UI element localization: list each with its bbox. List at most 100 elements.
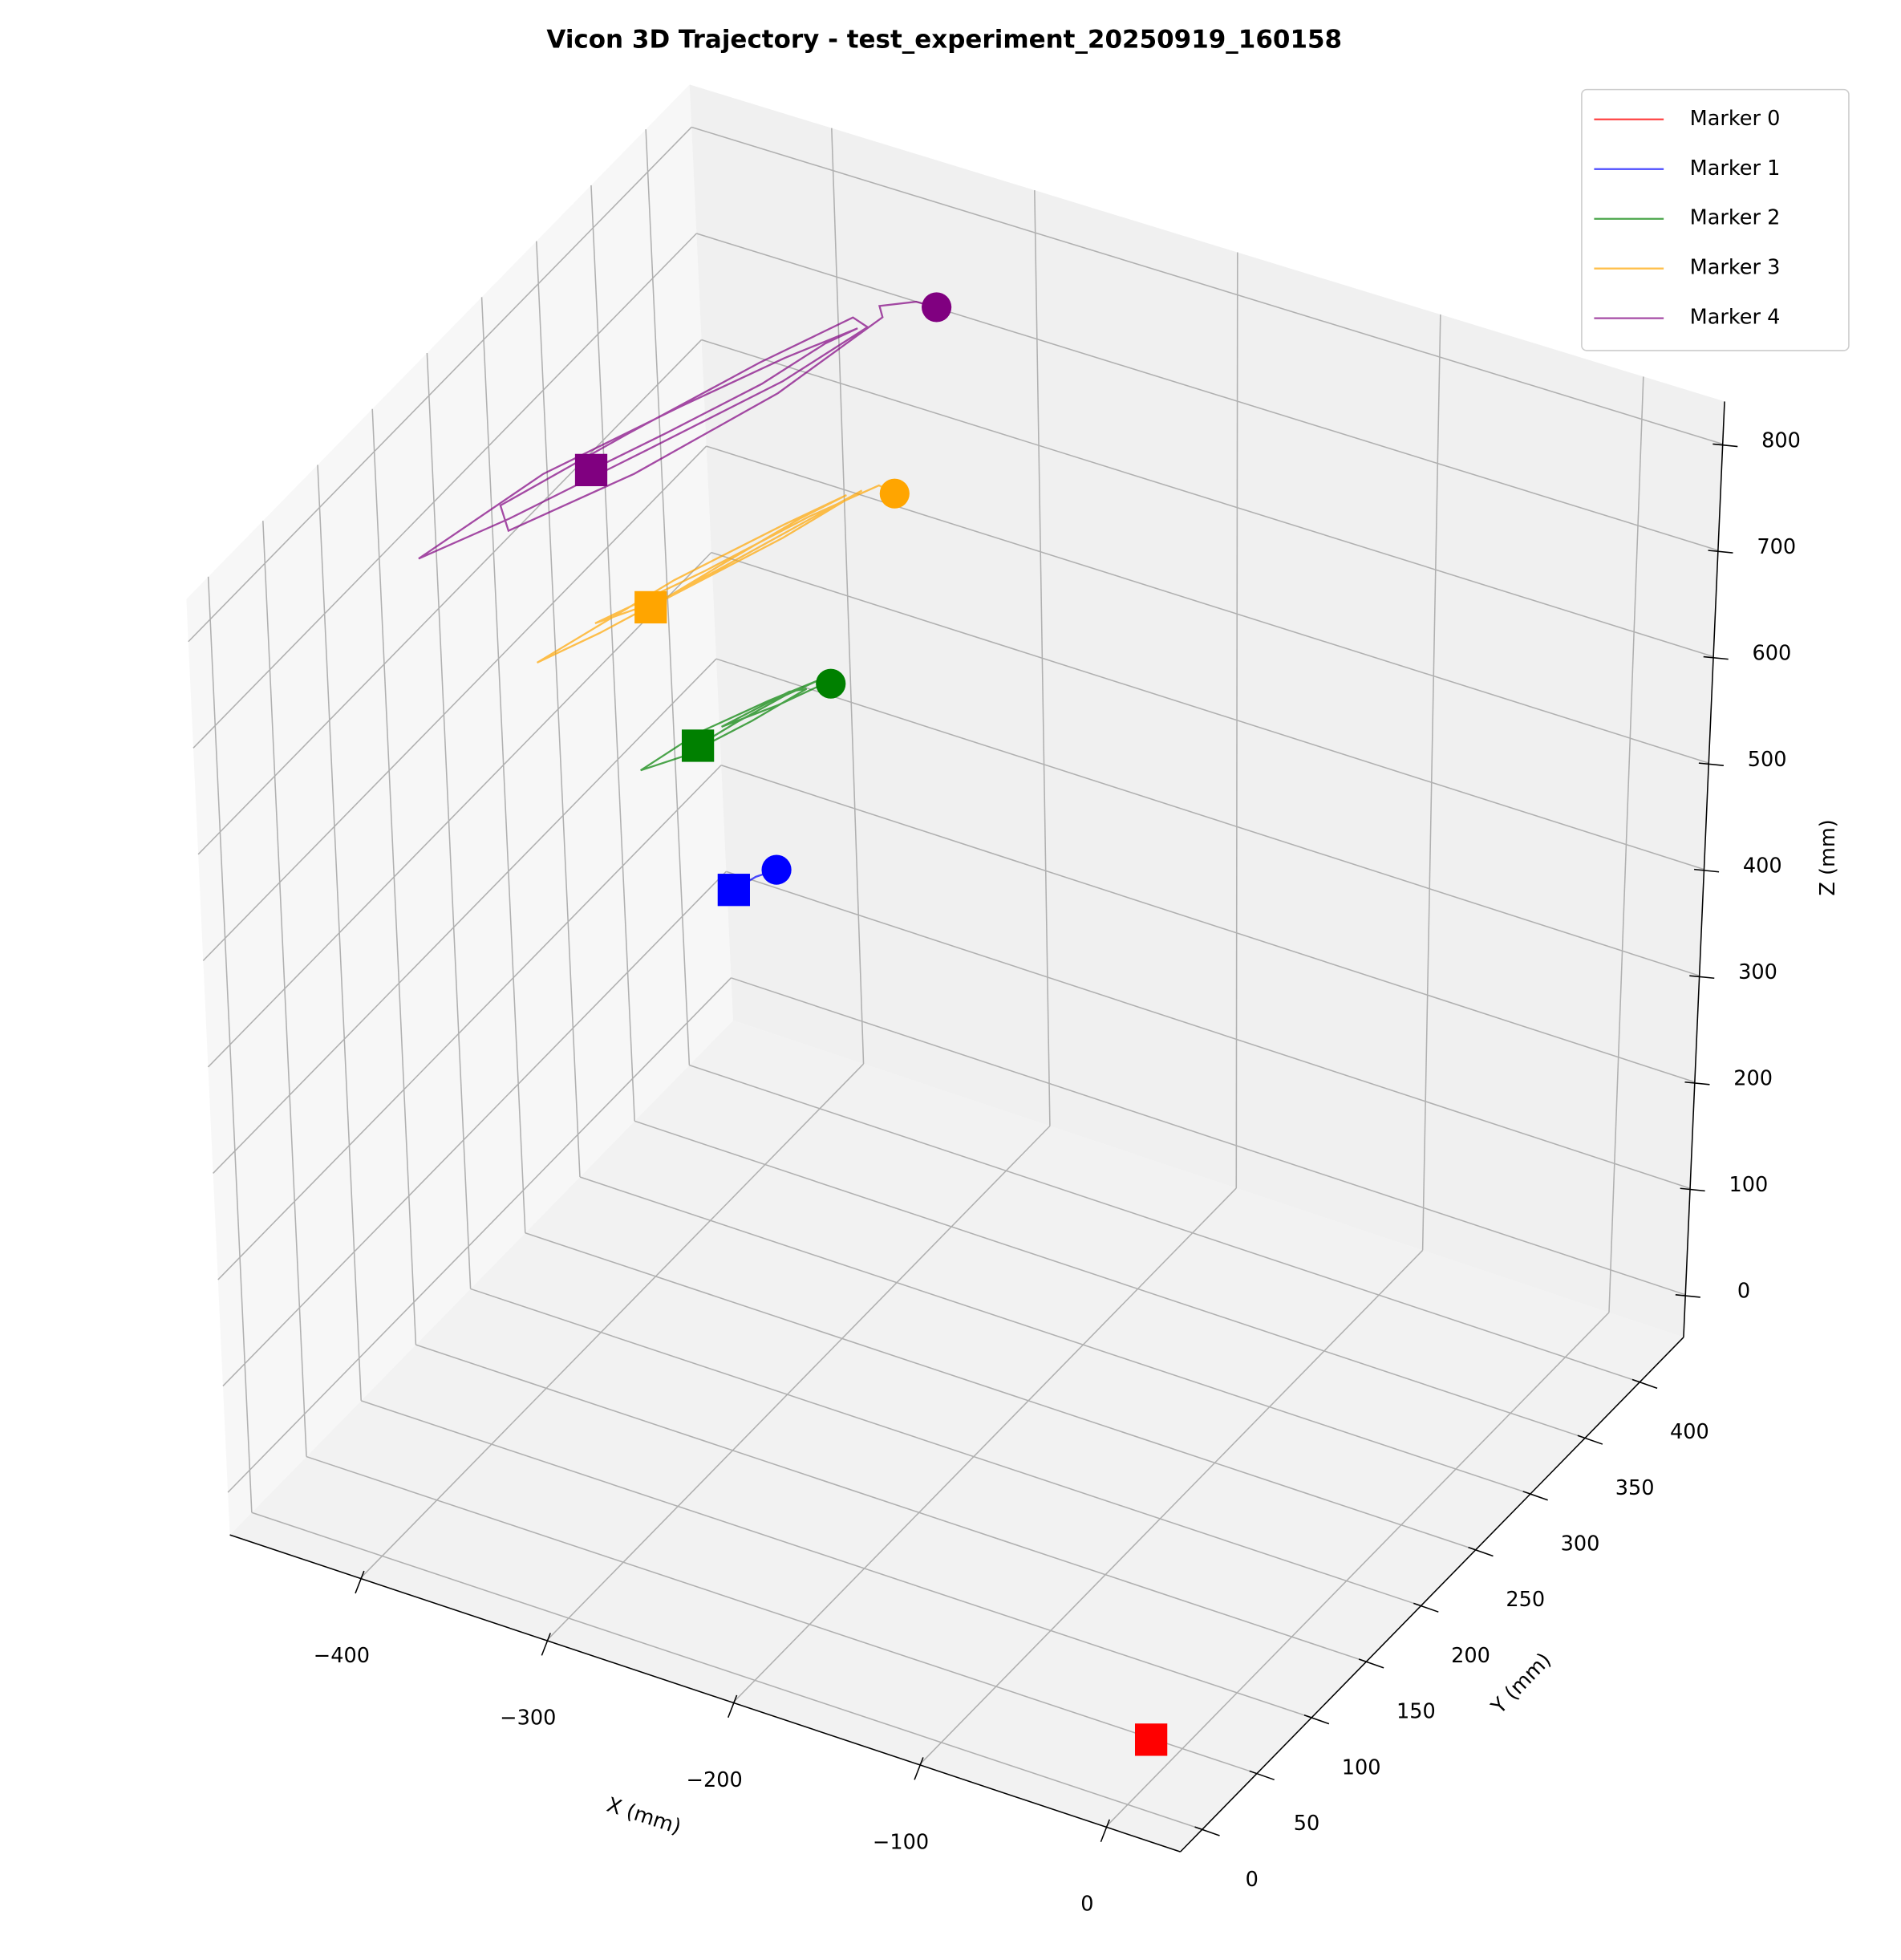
legend-box	[1581, 88, 1850, 351]
y-tick	[1303, 1714, 1330, 1725]
z-tick-label: 100	[1729, 1173, 1768, 1197]
z-tick	[1684, 1081, 1710, 1086]
x-tick-label: −300	[500, 1706, 556, 1730]
y-axis-line	[1180, 1337, 1684, 1852]
grid-line	[634, 1120, 1586, 1439]
grid-line	[197, 339, 703, 855]
z-tick-label: 0	[1737, 1280, 1750, 1304]
floor-pane	[229, 1020, 1684, 1852]
y-tick	[1413, 1602, 1439, 1613]
grid-line	[1105, 1312, 1610, 1828]
grid-line	[691, 126, 1723, 445]
trajectory	[536, 484, 895, 663]
grid-line	[227, 977, 732, 1493]
x-tick-label: 0	[1080, 1893, 1093, 1917]
z-tick-label: 700	[1757, 535, 1796, 559]
grid	[188, 126, 1723, 1830]
grid-line	[188, 126, 692, 643]
y-tick-label: 0	[1246, 1868, 1259, 1892]
grid-line	[711, 551, 1704, 870]
x-tick	[1100, 1819, 1110, 1843]
panes	[186, 84, 1725, 1852]
start-point	[717, 874, 750, 907]
x-tick	[541, 1633, 551, 1656]
z-axis-label: Z (mm)	[1816, 819, 1840, 895]
x-tick-label: −200	[687, 1768, 743, 1792]
z-tick	[1689, 975, 1715, 980]
grid-line	[415, 1344, 1367, 1662]
grid-line	[525, 1232, 1477, 1551]
grid-line	[470, 1288, 1421, 1607]
x-tick-label: −400	[314, 1644, 370, 1668]
y-axis-label: Y (mm)	[1486, 1648, 1556, 1719]
marks	[418, 292, 1168, 1756]
grid-line	[696, 233, 1719, 551]
grid-line	[720, 764, 1696, 1083]
y-tick	[1631, 1378, 1658, 1390]
legend-label: Marker 4	[1690, 306, 1781, 330]
y-tick-label: 400	[1670, 1420, 1709, 1444]
end-point	[816, 668, 846, 699]
y-tick	[1577, 1434, 1603, 1445]
z-tick	[1708, 550, 1733, 554]
x-tick	[355, 1570, 365, 1594]
grid-line	[251, 1512, 1203, 1830]
z-tick-label: 500	[1748, 748, 1787, 772]
y-tick	[1468, 1546, 1494, 1557]
y-tick-label: 50	[1294, 1812, 1320, 1836]
axes: −400 −300 −200 −100 0 0 50 100 150 200 250 300 350 40…	[229, 401, 1801, 1917]
legend-label: Marker 0	[1690, 107, 1781, 131]
z-tick-label: 200	[1733, 1067, 1773, 1091]
grid-line	[306, 1455, 1258, 1775]
grid-line	[706, 445, 1709, 764]
grid-line	[726, 870, 1691, 1190]
z-tick-label: 800	[1761, 428, 1801, 452]
grid-line	[731, 977, 1686, 1296]
grid-line	[213, 658, 717, 1175]
grid-line	[701, 339, 1714, 658]
start-point	[634, 590, 667, 624]
y-tick	[1249, 1770, 1275, 1781]
y-tick-label: 300	[1561, 1532, 1600, 1556]
y-tick-label: 100	[1342, 1755, 1381, 1779]
grid-line	[202, 445, 707, 961]
trajectory	[418, 300, 937, 560]
y-tick	[1522, 1491, 1548, 1501]
y-tick-label: 150	[1396, 1700, 1436, 1724]
grid-line	[732, 1187, 1237, 1703]
y-tick	[1194, 1826, 1220, 1836]
grid-line	[715, 658, 1700, 976]
chart-title: Vicon 3D Trajectory - test_experiment_20…	[546, 26, 1342, 55]
grid-line	[207, 552, 712, 1068]
legend-label: Marker 1	[1690, 156, 1781, 181]
grid-line	[193, 233, 697, 749]
grid-line	[579, 1176, 1531, 1495]
z-tick	[1698, 762, 1724, 766]
start-point	[681, 729, 715, 762]
grid-line	[689, 1064, 1640, 1383]
z-tick	[1680, 1187, 1705, 1192]
grid-line	[546, 1125, 1051, 1641]
grid-line	[360, 1400, 1312, 1719]
grid-line	[359, 1063, 865, 1579]
end-point	[761, 854, 792, 885]
z-axis-line	[1683, 401, 1725, 1337]
y-tick-label: 350	[1615, 1476, 1655, 1500]
x-axis-line	[229, 1534, 1181, 1852]
y-tick-label: 200	[1451, 1644, 1490, 1668]
grid-line	[217, 765, 722, 1280]
z-tick-label: 300	[1738, 960, 1777, 984]
z-tick-label: 400	[1743, 854, 1782, 879]
x-tick	[728, 1694, 738, 1719]
x-tick	[914, 1757, 924, 1780]
z-tick	[1713, 443, 1738, 448]
z-tick	[1675, 1294, 1700, 1298]
z-tick-label: 600	[1753, 641, 1792, 665]
start-point	[1134, 1723, 1168, 1756]
legend: Marker 0 Marker 1 Marker 2 Marker 3 Marker 4	[1581, 88, 1850, 351]
y-tick	[1358, 1658, 1384, 1669]
x-tick-label: −100	[873, 1830, 929, 1854]
end-point	[922, 292, 952, 323]
grid-line	[918, 1249, 1424, 1766]
